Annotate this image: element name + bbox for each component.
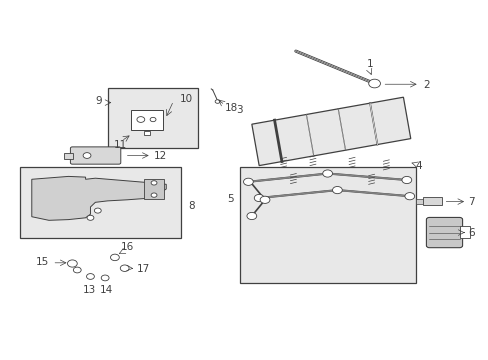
Bar: [415, 199, 423, 204]
Circle shape: [243, 178, 253, 185]
Circle shape: [401, 176, 411, 184]
Bar: [131, 110, 163, 130]
Text: 6: 6: [468, 228, 474, 238]
Bar: [144, 179, 163, 199]
Text: 13: 13: [82, 285, 96, 295]
Text: 11: 11: [113, 140, 126, 150]
Text: 1: 1: [366, 59, 372, 69]
Text: 7: 7: [468, 197, 474, 207]
Circle shape: [110, 254, 119, 261]
Circle shape: [87, 215, 94, 220]
Text: 14: 14: [100, 285, 113, 295]
Circle shape: [120, 265, 129, 271]
Circle shape: [404, 193, 414, 200]
Bar: [107, 88, 198, 148]
Text: 18: 18: [224, 103, 238, 113]
Text: 2: 2: [422, 80, 429, 90]
Circle shape: [254, 194, 264, 202]
Text: 16: 16: [121, 242, 134, 252]
Circle shape: [332, 186, 342, 194]
Circle shape: [246, 212, 256, 220]
FancyBboxPatch shape: [426, 217, 462, 248]
Text: 12: 12: [154, 151, 167, 161]
Text: 17: 17: [137, 264, 150, 274]
Text: 9: 9: [95, 96, 102, 106]
Polygon shape: [32, 176, 166, 220]
Circle shape: [137, 117, 144, 122]
Circle shape: [215, 100, 220, 103]
Bar: [63, 153, 73, 159]
Circle shape: [368, 79, 380, 88]
Circle shape: [150, 117, 156, 122]
Circle shape: [260, 196, 269, 203]
Bar: [422, 197, 441, 205]
Circle shape: [83, 153, 91, 158]
Circle shape: [151, 181, 157, 185]
Circle shape: [67, 260, 77, 267]
Bar: [239, 167, 415, 283]
FancyBboxPatch shape: [70, 147, 121, 164]
Circle shape: [94, 208, 101, 213]
Bar: [20, 167, 181, 238]
Text: 8: 8: [188, 201, 195, 211]
Text: 15: 15: [36, 257, 49, 267]
Text: 3: 3: [236, 105, 243, 115]
Polygon shape: [251, 97, 410, 166]
Circle shape: [101, 275, 109, 281]
Bar: [143, 131, 149, 135]
Text: 10: 10: [180, 94, 193, 104]
Text: 4: 4: [415, 161, 422, 171]
Circle shape: [322, 170, 332, 177]
Circle shape: [73, 267, 81, 273]
Text: 5: 5: [226, 194, 233, 204]
Bar: [459, 226, 469, 238]
Circle shape: [86, 274, 94, 279]
Circle shape: [151, 193, 157, 197]
